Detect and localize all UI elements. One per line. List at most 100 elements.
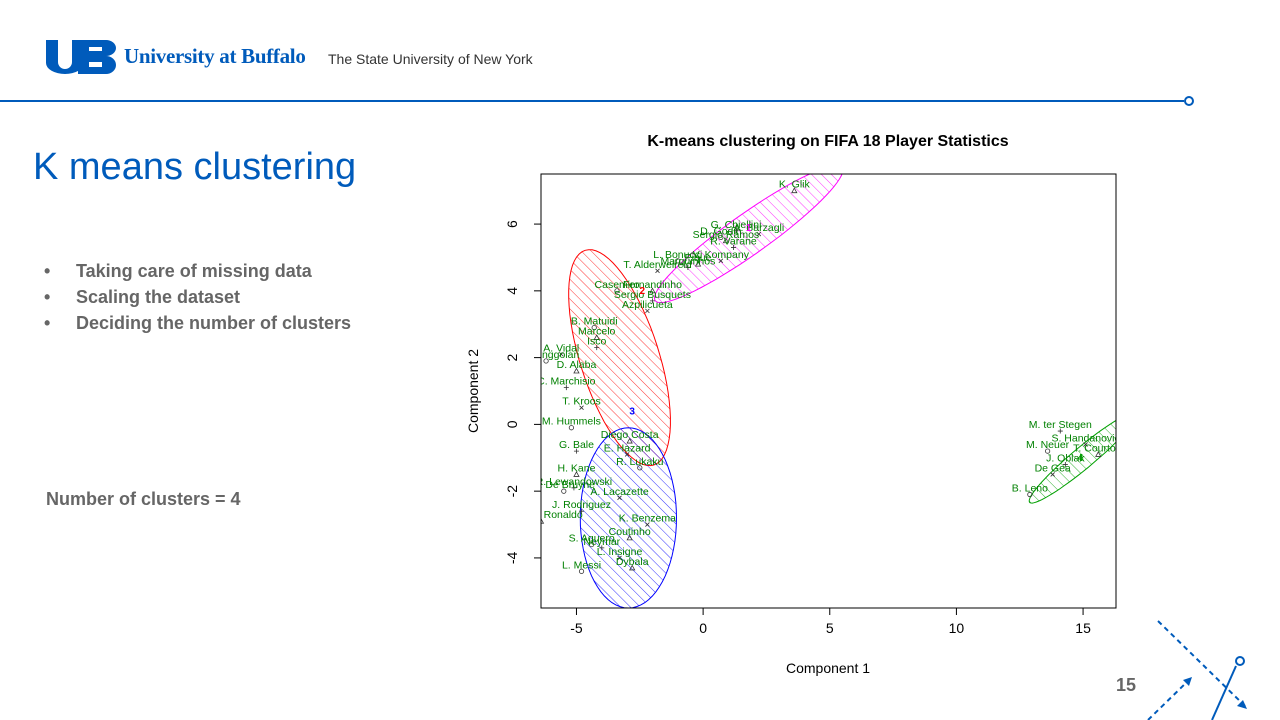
point-label: V. Kompany — [693, 249, 750, 261]
divider-end-dot — [1184, 96, 1194, 106]
data-point — [624, 452, 630, 457]
point-label: Marcelo — [578, 326, 616, 338]
x-tick-label: 15 — [1075, 620, 1091, 636]
data-point — [1045, 448, 1051, 454]
point-label: T. Kroos — [562, 396, 601, 408]
cluster-ellipse-4 — [1028, 419, 1116, 504]
point-label: B. Matuidi — [571, 316, 618, 328]
corner-dot — [1235, 656, 1245, 666]
point-label: Sergio Busquets — [614, 289, 691, 301]
point-label: Cristiano Ronaldo — [499, 509, 583, 521]
point-label: K. Glik — [779, 179, 811, 191]
data-point — [561, 488, 567, 494]
data-point — [1050, 472, 1055, 477]
data-point — [756, 231, 762, 237]
point-label: R. Nainggolan — [513, 349, 580, 361]
page-number: 15 — [1116, 675, 1137, 695]
data-point — [685, 264, 691, 270]
data-point — [718, 234, 724, 241]
point-label: M. Neuer — [1026, 439, 1070, 451]
point-label: K. Benzema — [619, 513, 676, 525]
data-point — [568, 425, 574, 431]
data-point — [579, 405, 584, 410]
data-point — [543, 358, 549, 364]
data-point — [655, 268, 660, 274]
bullet-item: • Scaling the dataset — [44, 284, 351, 310]
data-point — [626, 437, 633, 444]
cluster-chart: K-means clustering on FIFA 18 Player Sta… — [465, 133, 1123, 676]
y-tick-label: -2 — [504, 485, 520, 498]
point-label: Marquinhos — [660, 255, 715, 267]
point-label: G. Bale — [559, 439, 594, 451]
point-label: T. Alderweireld — [623, 259, 691, 271]
clusters-note: Number of clusters = 4 — [46, 489, 241, 509]
point-label: Pique — [685, 252, 712, 264]
x-axis-label: Component 1 — [786, 660, 870, 676]
point-label: T. Courtois — [1073, 442, 1123, 454]
data-point — [573, 448, 579, 454]
bullet-text: Deciding the number of clusters — [76, 313, 352, 333]
data-point — [733, 228, 739, 234]
point-label: De Gea — [1035, 462, 1071, 474]
data-point — [571, 485, 577, 491]
point-label: A. Barzagli — [733, 222, 784, 234]
point-label: D. Godin — [700, 225, 742, 237]
data-point — [645, 308, 650, 314]
data-point — [614, 288, 620, 294]
data-point — [1062, 461, 1068, 467]
point-label: E. Hazard — [604, 442, 651, 454]
point-label: Dybala — [616, 556, 649, 568]
point-label: B. Leno — [1012, 482, 1048, 494]
chart-title: K-means clustering on FIFA 18 Player Sta… — [647, 133, 1008, 150]
point-label: A. Vidal — [543, 342, 579, 354]
cluster-id-label: 3 — [629, 406, 635, 417]
point-label: M. ter Stegen — [1029, 419, 1092, 431]
corner-dashed-line — [1157, 620, 1246, 707]
point-label: L. Messi — [562, 559, 601, 571]
data-point — [626, 534, 633, 541]
university-subtitle: The State University of New York — [328, 51, 533, 67]
x-tick-label: 5 — [826, 620, 834, 636]
y-tick-label: 0 — [504, 420, 520, 428]
point-label: Isco — [587, 336, 606, 348]
data-point — [791, 187, 798, 194]
data-point — [599, 545, 605, 551]
point-label: Azpilicueta — [622, 299, 673, 311]
bullet-icon: • — [44, 287, 51, 307]
corner-solid-line — [1211, 665, 1237, 720]
data-point — [637, 465, 643, 471]
data-point — [594, 345, 600, 351]
bullet-item: • Deciding the number of clusters — [44, 310, 351, 336]
data-point — [591, 324, 597, 331]
data-point — [675, 258, 681, 264]
data-point — [1095, 451, 1102, 457]
data-point — [649, 298, 655, 304]
point-label: Sergio Ramos — [693, 229, 760, 241]
y-tick-label: 4 — [504, 287, 520, 295]
data-point — [1027, 491, 1033, 498]
cluster-ellipse-3 — [579, 427, 678, 608]
data-point — [563, 385, 569, 391]
point-label: A. Lacazette — [590, 486, 649, 498]
data-point — [541, 517, 545, 524]
data-point — [645, 522, 650, 527]
data-point — [573, 367, 580, 374]
point-label: D. Alaba — [557, 359, 597, 371]
bullet-item: • Taking care of missing data — [44, 258, 351, 284]
corner-dashed-line-2 — [1147, 678, 1191, 720]
ub-logo-icon: UB — [46, 40, 116, 74]
y-tick-label: -4 — [504, 551, 520, 564]
data-point — [722, 237, 730, 244]
point-label: G. Chiellini — [711, 219, 762, 231]
cluster-id-label: 4 — [1078, 453, 1084, 464]
point-label: Neymar — [583, 536, 620, 548]
point-label: M. Hummels — [542, 416, 601, 428]
point-label: R. Lukaku — [616, 456, 663, 468]
data-point — [589, 541, 595, 548]
point-label: S. Aguero — [569, 533, 615, 545]
point-label: S. Handanovic — [1051, 432, 1119, 444]
x-tick-label: 10 — [949, 620, 965, 636]
point-label: R. Lewandowski — [536, 476, 612, 488]
bullet-text: Taking care of missing data — [76, 261, 312, 281]
